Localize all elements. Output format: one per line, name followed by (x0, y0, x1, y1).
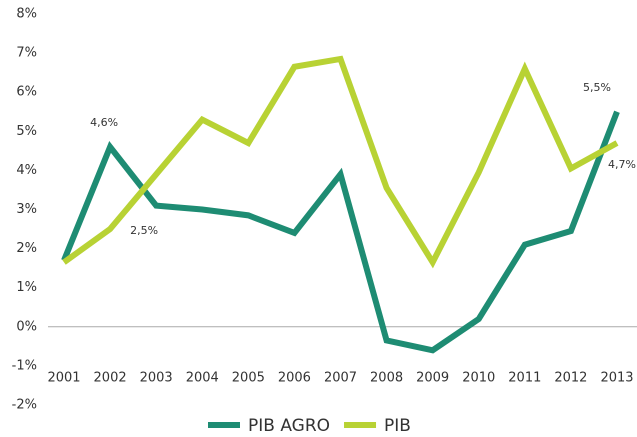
y-tick-label: 6% (16, 85, 37, 100)
y-tick-label: -2% (12, 398, 37, 413)
x-tick-label: 2004 (186, 371, 219, 386)
x-tick-label: 2010 (462, 371, 495, 386)
y-tick-label: -1% (12, 358, 37, 373)
y-tick-label: 0% (16, 319, 37, 334)
legend-label: PIB AGRO (248, 416, 330, 436)
value-label: 5,5% (583, 81, 611, 94)
x-tick-label: 2002 (94, 371, 127, 386)
x-tick-label: 2009 (416, 371, 449, 386)
y-tick-label: 2% (16, 241, 37, 256)
x-tick-label: 2006 (278, 371, 311, 386)
x-tick-label: 2011 (508, 371, 541, 386)
x-tick-label: 2007 (324, 371, 357, 386)
x-tick-label: 2012 (554, 371, 587, 386)
y-tick-label: 7% (16, 46, 37, 61)
y-tick-label: 1% (16, 280, 37, 295)
value-label: 2,5% (130, 224, 158, 237)
value-label: 4,7% (608, 158, 636, 171)
series-line (61, 110, 620, 354)
y-tick-label: 5% (16, 124, 37, 139)
legend-label: PIB (384, 416, 411, 436)
x-tick-label: 2001 (47, 371, 80, 386)
y-tick-label: 4% (16, 163, 37, 178)
series-line (62, 55, 619, 269)
x-tick-label: 2003 (140, 371, 173, 386)
y-tick-label: 3% (16, 202, 37, 217)
y-tick-label: 8% (16, 7, 37, 22)
x-tick-label: 2013 (600, 371, 633, 386)
value-label: 4,6% (90, 116, 118, 129)
x-tick-label: 2005 (232, 371, 265, 386)
x-tick-label: 2008 (370, 371, 403, 386)
